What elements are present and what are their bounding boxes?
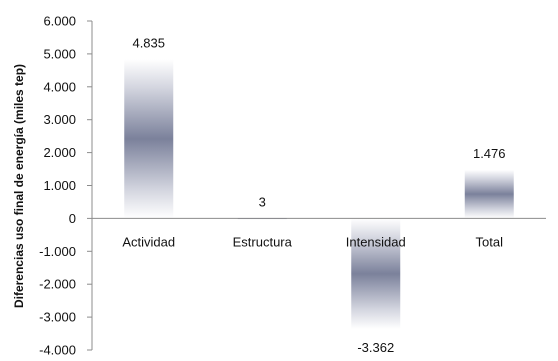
y-tick-label: -1.000 xyxy=(39,244,76,259)
category-label-total: Total xyxy=(476,234,504,249)
y-tick-label: 6.000 xyxy=(43,14,76,29)
y-tick-label: 4.000 xyxy=(43,79,76,94)
bar-actividad xyxy=(124,59,174,219)
y-tick-label: -4.000 xyxy=(39,343,76,357)
data-labels-group: 4.835 3 -3.362 1.476 xyxy=(132,35,505,355)
y-axis-ticks: 6.000 5.000 4.000 3.000 2.000 1.000 0 -1.000 -2.… xyxy=(39,14,92,358)
y-axis-title: Diferencias uso final de energía (miles … xyxy=(12,64,26,308)
data-label-actividad: 4.835 xyxy=(132,35,165,50)
category-label-actividad: Actividad xyxy=(122,234,175,249)
bar-total xyxy=(464,169,514,219)
data-label-total: 1.476 xyxy=(473,146,506,161)
bars-group xyxy=(124,59,514,330)
category-label-estructura: Estructura xyxy=(233,234,293,249)
x-axis-labels-group: Actividad Estructura Intensidad Total xyxy=(122,234,503,249)
y-tick-label: 2.000 xyxy=(43,145,76,160)
category-label-intensidad: Intensidad xyxy=(346,234,406,249)
y-tick-label: -3.000 xyxy=(39,310,76,325)
y-tick-label: 5.000 xyxy=(43,46,76,61)
bar-intensidad xyxy=(351,218,401,330)
data-label-estructura: 3 xyxy=(259,194,266,209)
y-tick-label: 3.000 xyxy=(43,112,76,127)
y-tick-label: 0 xyxy=(69,211,76,226)
data-label-intensidad: -3.362 xyxy=(357,340,394,355)
y-tick-label: -2.000 xyxy=(39,277,76,292)
y-tick-label: 1.000 xyxy=(43,178,76,193)
